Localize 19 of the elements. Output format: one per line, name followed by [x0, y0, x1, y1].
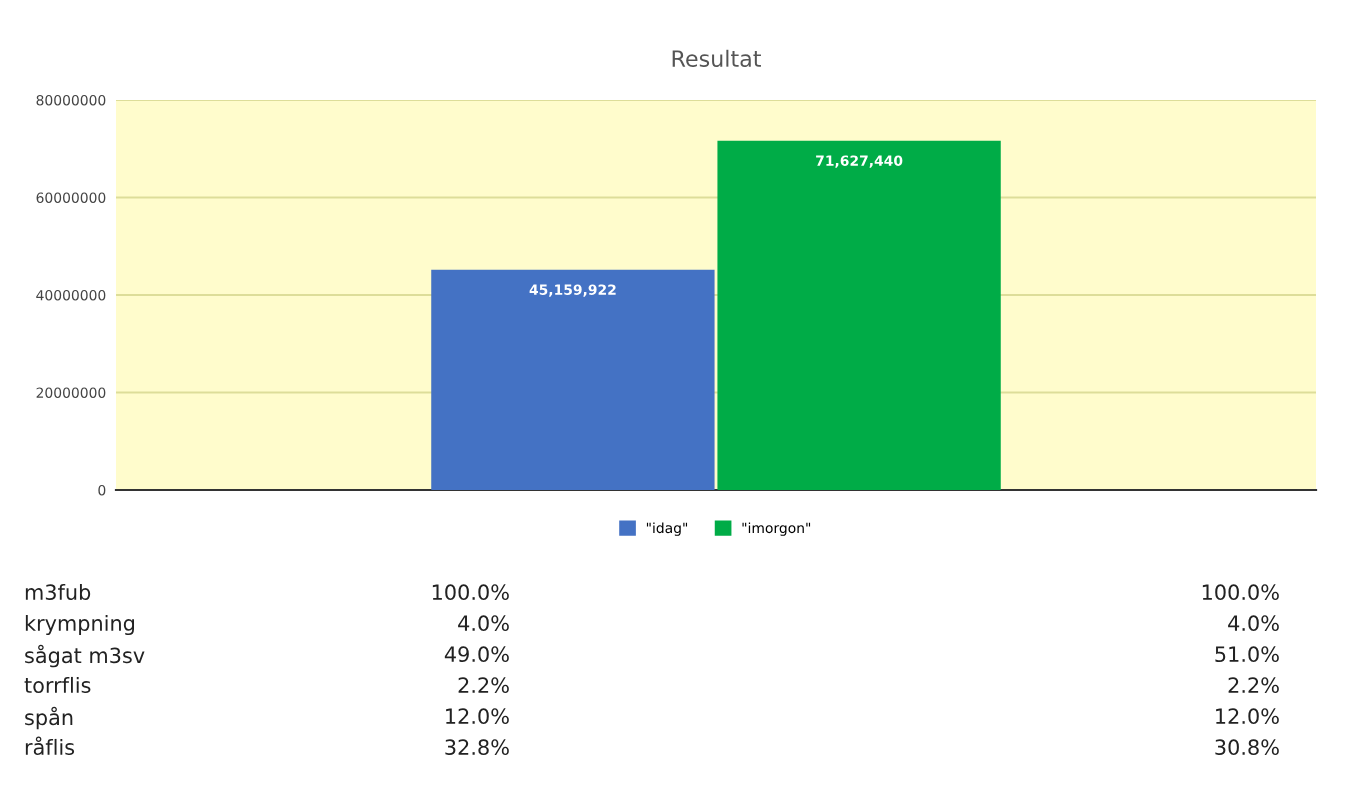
- text: 2.2%: [1228, 677, 1279, 694]
- text: spån: [25, 706, 73, 730]
- text: 51.0%: [1215, 646, 1279, 663]
- text: sågat m3sv: [25, 644, 145, 668]
- text: 4.0%: [1228, 615, 1279, 632]
- text: 100.0%: [1202, 584, 1279, 601]
- text: 32.8%: [445, 739, 509, 756]
- text: 2.2%: [458, 677, 509, 694]
- text: 49.0%: [444, 646, 509, 663]
- text: m3fub: [25, 583, 91, 601]
- text: krympning: [25, 614, 134, 636]
- chart-title: Resultat: [672, 49, 761, 67]
- text: råflis: [25, 736, 75, 756]
- text: torrflis: [24, 676, 91, 694]
- text: 30.8%: [1215, 739, 1279, 756]
- text: 100.0%: [432, 584, 509, 601]
- text: 12.0%: [1216, 708, 1279, 725]
- text: 12.0%: [446, 708, 509, 725]
- text: 4.0%: [458, 615, 509, 632]
